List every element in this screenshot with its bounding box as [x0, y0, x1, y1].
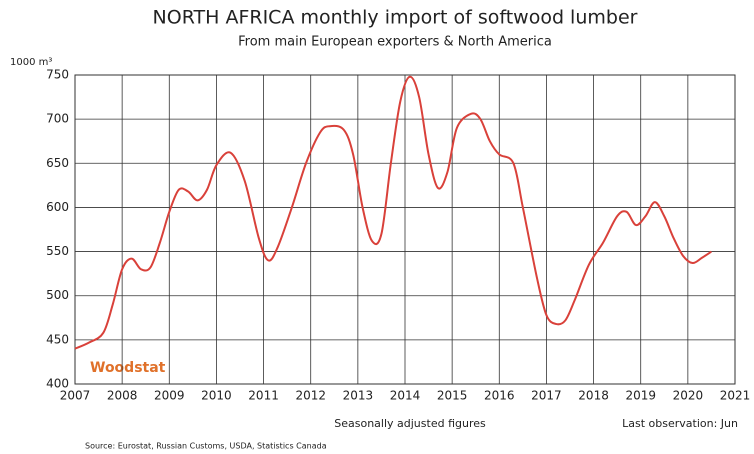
logo: Woodstat	[90, 360, 166, 376]
chart-title: NORTH AFRICA monthly import of softwood …	[153, 7, 638, 29]
y-tick-label: 400	[46, 377, 69, 391]
y-tick-label: 750	[46, 68, 69, 82]
x-tick-label: 2020	[673, 389, 704, 403]
annotation: Last observation: Jun	[622, 417, 738, 430]
x-tick-label: 2010	[201, 389, 232, 403]
y-tick-label: 550	[46, 244, 69, 258]
x-tick-label: 2011	[248, 389, 279, 403]
x-tick-label: 2015	[437, 389, 468, 403]
y-axis-label: 1000 m³	[10, 57, 52, 68]
x-tick-label: 2009	[154, 389, 185, 403]
x-tick-label: 2018	[578, 389, 609, 403]
x-tick-label: 2017	[531, 389, 562, 403]
y-tick-label: 700	[46, 112, 69, 126]
x-tick-label: 2016	[484, 389, 515, 403]
x-tick-label: 2012	[295, 389, 326, 403]
chart-subtitle: From main European exporters & North Ame…	[238, 35, 552, 50]
x-tick-label: 2021	[720, 389, 751, 403]
y-tick-label: 650	[46, 156, 69, 170]
x-tick-label: 2008	[107, 389, 138, 403]
y-tick-label: 450	[46, 332, 69, 346]
series-line	[74, 75, 712, 350]
x-tick-label: 2019	[625, 389, 656, 403]
annotation: Seasonally adjusted figures	[334, 417, 486, 430]
x-tick-label: 2013	[343, 389, 374, 403]
x-tick-label: 2014	[390, 389, 421, 403]
y-tick-label: 500	[46, 288, 69, 302]
x-tick-label: 2007	[60, 389, 91, 403]
source: Source: Eurostat, Russian Customs, USDA,…	[85, 442, 327, 451]
y-tick-label: 600	[46, 200, 69, 214]
